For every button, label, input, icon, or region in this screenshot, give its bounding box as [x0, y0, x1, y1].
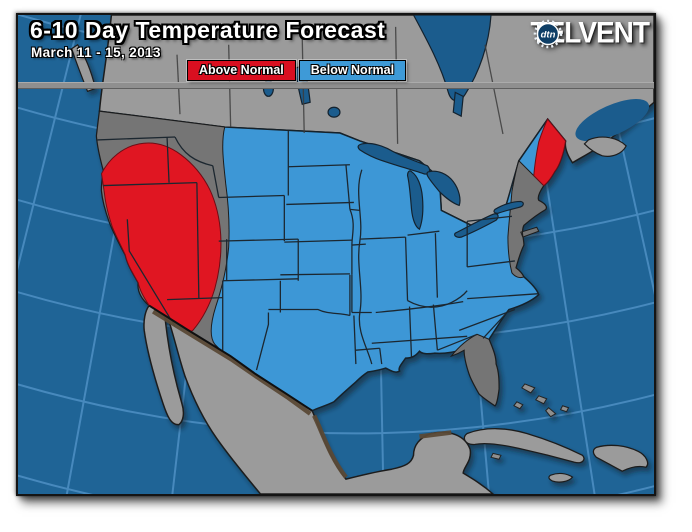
- lake-michigan: [406, 170, 424, 231]
- mexico-border-strip: [151, 309, 452, 479]
- gulf-of-st-lawrence: [575, 99, 650, 142]
- legend-above-normal: Above Normal: [187, 60, 296, 81]
- region-normal-northeast: [507, 159, 547, 279]
- region-normal-florida: [449, 333, 500, 407]
- cuba: [463, 428, 585, 464]
- header-separator-bar: [18, 82, 654, 89]
- vancouver-island: [70, 43, 97, 93]
- lake-of-the-woods: [327, 106, 341, 118]
- lake-superior: [357, 142, 431, 175]
- region-above-normal-maine: [533, 118, 567, 187]
- lake-ontario: [493, 200, 524, 214]
- north-america-map: [18, 15, 654, 494]
- nova-scotia: [583, 136, 627, 157]
- brand-logo: TELVENT dtn: [531, 16, 650, 49]
- us-mexico-border: [148, 304, 313, 412]
- james-bay: [452, 91, 464, 118]
- date-range: March 11 - 15, 2013: [31, 45, 161, 60]
- page-title: 6-10 Day Temperature Forecast: [30, 17, 386, 43]
- mexico-landmass: [143, 304, 495, 494]
- bahamas-islands: [490, 383, 570, 460]
- svg-text:dtn: dtn: [540, 30, 555, 41]
- forecast-map-panel: 6-10 Day Temperature Forecast March 11 -…: [16, 13, 656, 496]
- lake-huron: [426, 170, 461, 207]
- hispaniola: [592, 444, 649, 472]
- legend: Above Normal Below Normal: [187, 60, 407, 81]
- legend-below-normal: Below Normal: [298, 60, 407, 81]
- dtn-badge-icon: dtn: [533, 19, 562, 49]
- region-above-normal-west: [100, 142, 222, 332]
- jamaica: [548, 472, 574, 483]
- state-borders: [97, 131, 539, 371]
